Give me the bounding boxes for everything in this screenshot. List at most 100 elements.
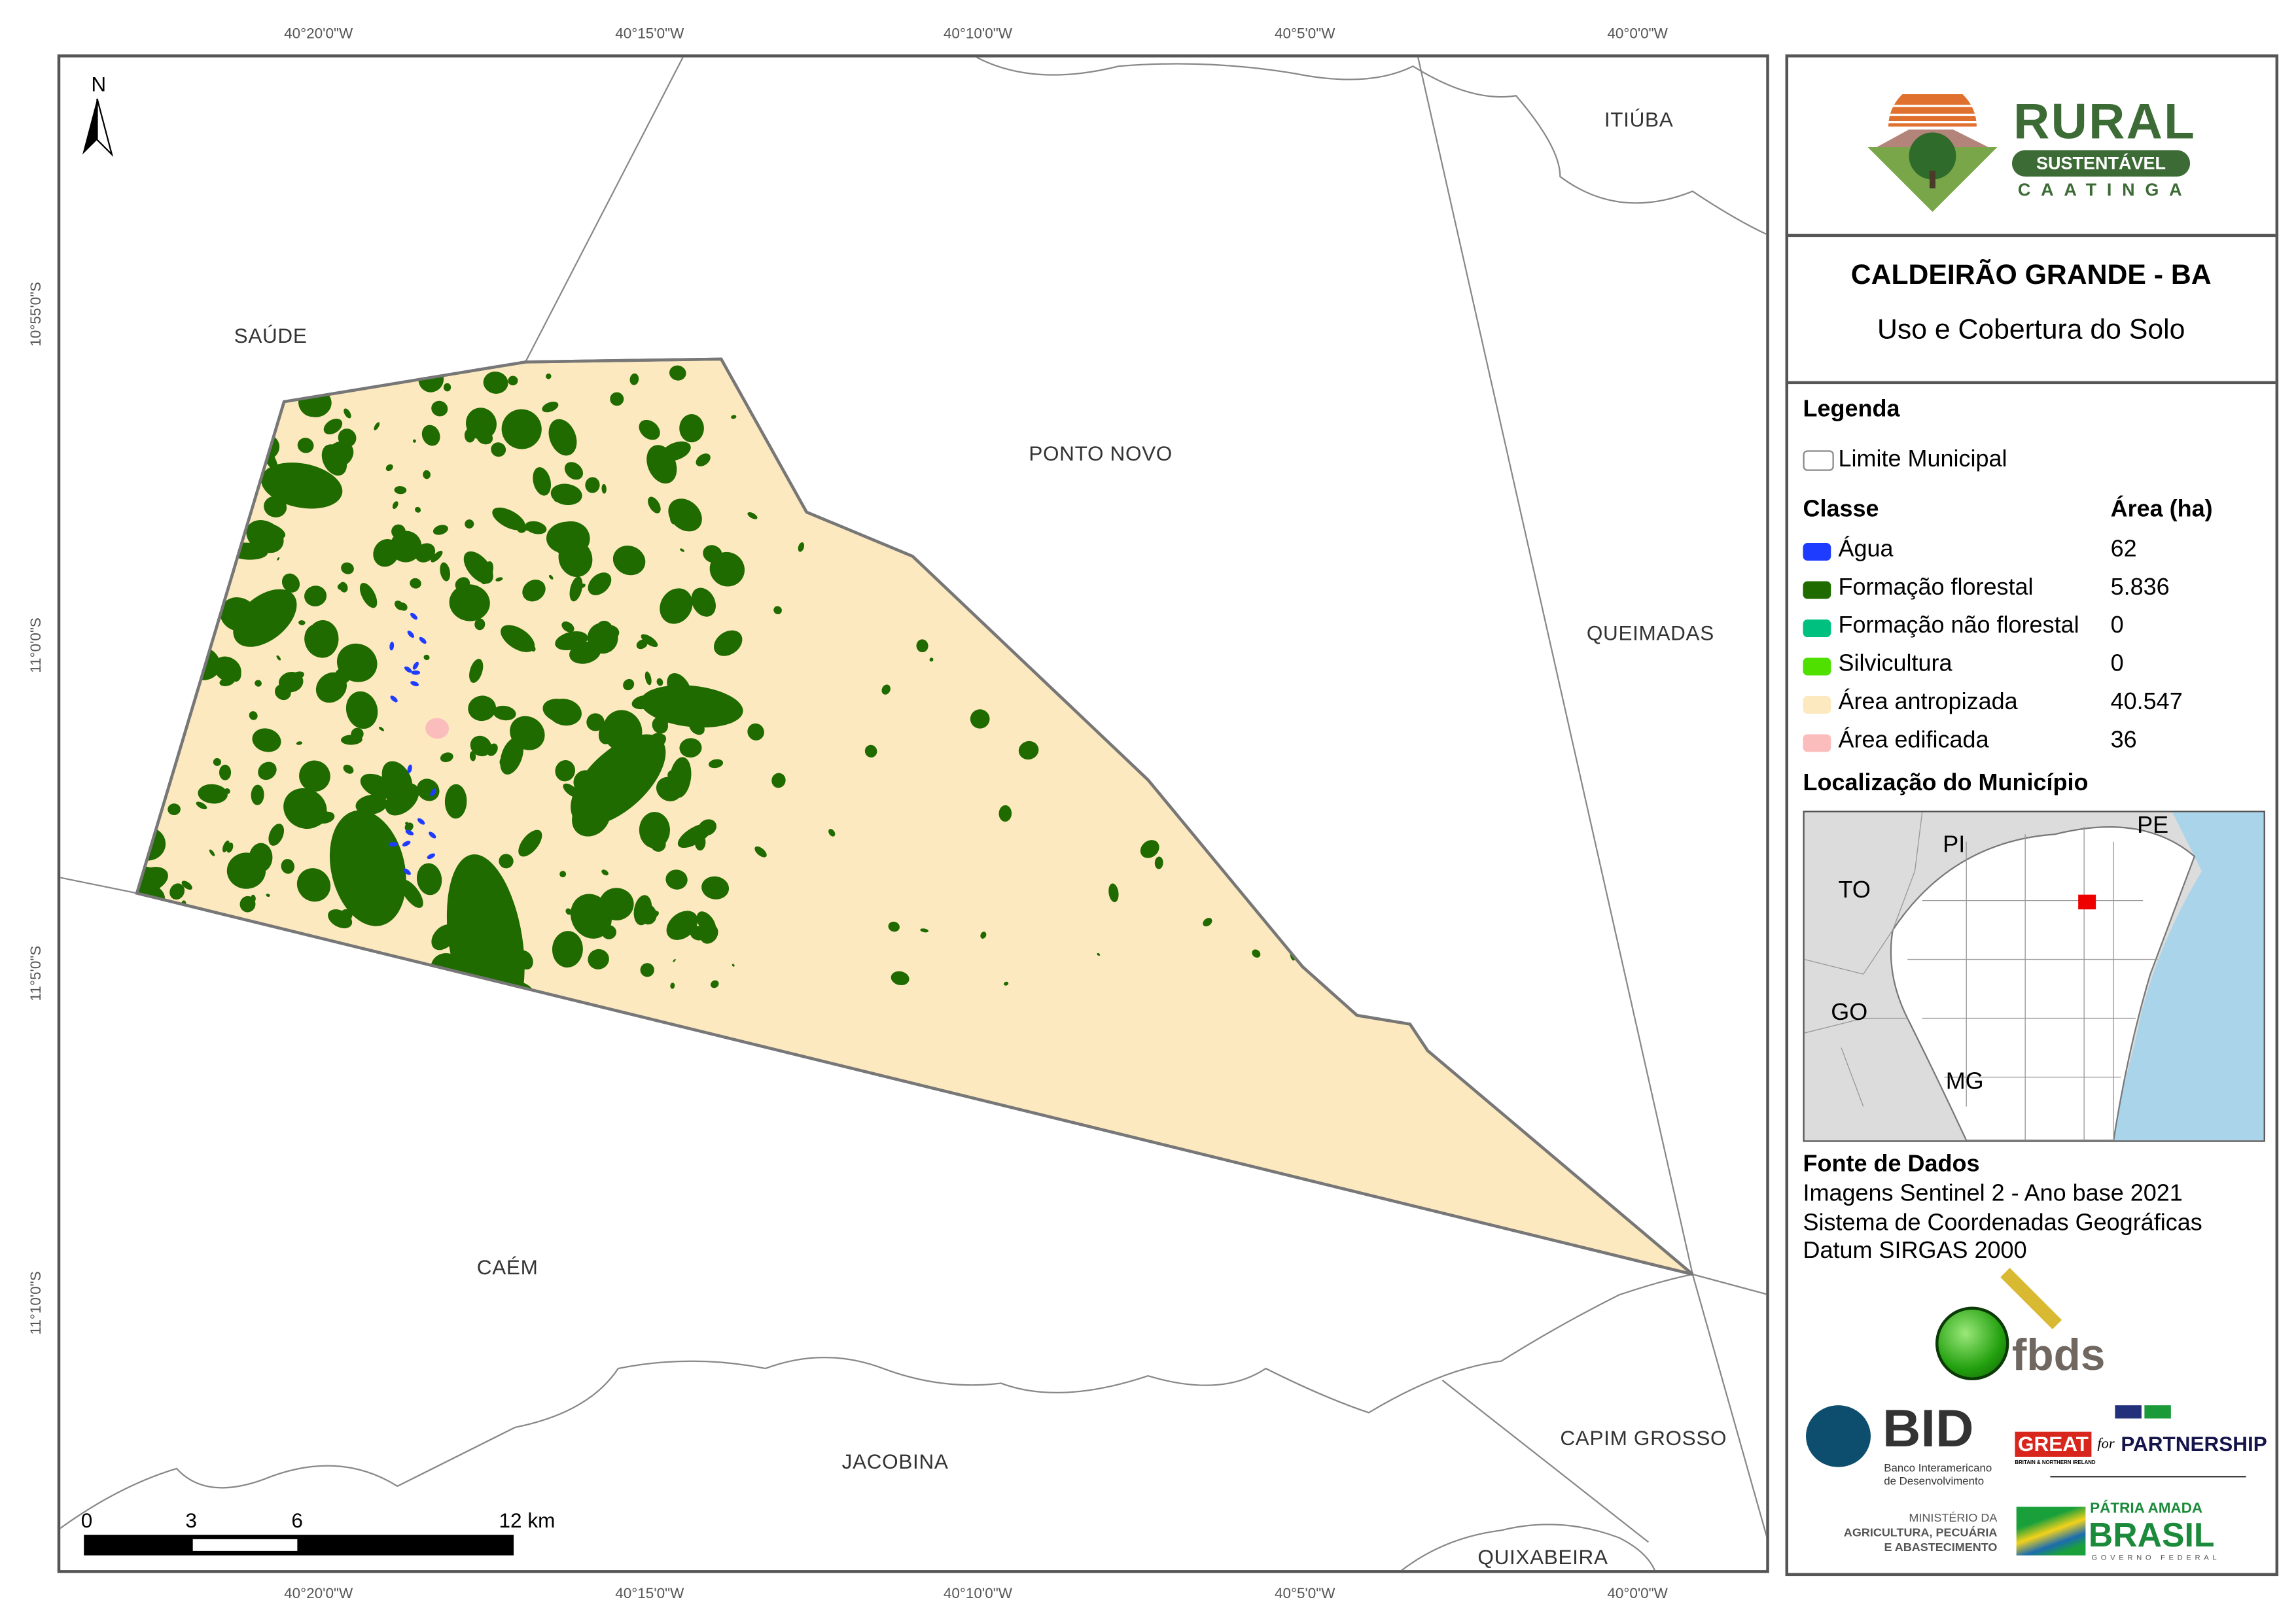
map-frame[interactable]: N 0 3 6 12 km SAÚDE PONTO NOVO ITIÚBA QU… xyxy=(57,54,1769,1573)
forest-patch xyxy=(334,667,350,683)
forest-patch xyxy=(598,887,633,920)
forest-patch xyxy=(998,804,1012,821)
map-title-text: CALDEIRÃO GRANDE - BA xyxy=(1850,260,2212,292)
north-label: N xyxy=(91,72,107,96)
forest-patch xyxy=(236,474,252,493)
forest-patch xyxy=(1487,724,1494,737)
forest-patch xyxy=(167,803,180,814)
forest-patch xyxy=(257,761,276,780)
class-header: Classe xyxy=(1803,497,1879,523)
forest-patch xyxy=(340,561,353,574)
forest-patch xyxy=(1108,882,1118,902)
forest-patch xyxy=(1373,398,1380,410)
forest-patch xyxy=(1127,717,1130,721)
forest-patch xyxy=(192,458,226,487)
forest-patch xyxy=(336,958,370,989)
forest-patch xyxy=(501,408,541,449)
bid-subtitle-line: de Desenvolvimento xyxy=(1884,1474,1985,1488)
forest-patch xyxy=(1251,949,1260,957)
forest-patch xyxy=(1558,973,1567,988)
source-line: Datum SIRGAS 2000 xyxy=(1803,1238,2027,1265)
forest-patch xyxy=(181,360,226,398)
logo-sub: CAATINGA xyxy=(2017,179,2193,200)
top-tick: 40°0'0"W xyxy=(1607,26,1668,43)
forest-patch xyxy=(492,705,516,720)
state-label: PI xyxy=(1943,833,1966,858)
forest-patch xyxy=(679,548,684,551)
forest-patch xyxy=(1559,644,1577,659)
forest-patch xyxy=(1402,405,1419,421)
water-patch xyxy=(410,669,420,674)
forest-patch xyxy=(332,988,366,1012)
forest-patch xyxy=(672,958,675,962)
forest-patch xyxy=(306,619,338,657)
forest-patch xyxy=(422,469,430,479)
place-label: CAPIM GROSSO xyxy=(1560,1425,1727,1450)
bottom-tick: 40°10'0"W xyxy=(943,1586,1012,1603)
forest-patch xyxy=(276,556,279,560)
forest-patch xyxy=(665,869,687,889)
municipality-marker xyxy=(2078,894,2096,910)
forest-patch xyxy=(432,524,448,534)
forest-patch xyxy=(179,477,212,499)
forest-patch xyxy=(1154,856,1163,869)
forest-patch xyxy=(136,689,169,727)
forest-patch xyxy=(586,712,604,731)
forest-patch xyxy=(1139,839,1159,858)
forest-patch xyxy=(165,411,176,422)
forest-patch xyxy=(554,630,588,650)
forest-patch xyxy=(1611,410,1627,427)
top-tick: 40°15'0"W xyxy=(615,26,684,43)
forest-patch xyxy=(389,530,421,562)
forest-patch xyxy=(476,991,501,1013)
water-patch xyxy=(429,788,436,796)
source-line: Sistema de Coordenadas Geográficas xyxy=(1803,1211,2202,1236)
forest-patch xyxy=(318,681,330,698)
forest-patch xyxy=(622,678,634,690)
place-label: QUEIMADAS xyxy=(1586,621,1714,645)
forest-patch xyxy=(297,619,305,625)
water-patch xyxy=(401,840,410,846)
scale-label: 0 xyxy=(80,1508,93,1532)
forest-patch xyxy=(1578,684,1592,698)
forest-patch xyxy=(658,788,666,795)
place-label: CAÉM xyxy=(476,1255,539,1279)
forest-patch xyxy=(469,735,491,756)
built-area xyxy=(424,717,448,739)
forest-patch xyxy=(268,823,283,845)
forest-patch xyxy=(649,835,665,851)
forest-patch xyxy=(171,935,205,966)
forest-patch xyxy=(521,578,545,601)
class-area: 0 xyxy=(2110,613,2124,639)
forest-patch xyxy=(355,794,387,814)
forest-patch xyxy=(587,572,611,595)
forest-patch xyxy=(339,908,352,920)
forest-patch xyxy=(153,682,179,707)
forest-patch xyxy=(468,658,483,682)
forest-patch xyxy=(218,763,230,780)
forest-patch xyxy=(1553,406,1566,423)
forest-patch xyxy=(881,684,890,694)
forest-patch xyxy=(177,968,189,981)
class-label: Área antropizada xyxy=(1838,689,2018,716)
forest-patch xyxy=(548,418,576,455)
place-label: PONTO NOVO xyxy=(1029,441,1173,465)
forest-patch xyxy=(147,517,160,532)
forest-patch xyxy=(1076,571,1085,580)
forest-patch xyxy=(415,778,439,801)
forest-patch xyxy=(679,737,701,757)
forest-patch xyxy=(136,459,147,472)
forest-patch xyxy=(495,576,503,581)
forest-patch xyxy=(542,697,578,723)
forest-patch xyxy=(1583,410,1598,425)
ministerio-line: E ABASTECIMENTO xyxy=(1884,1541,1998,1554)
forest-patch xyxy=(524,520,546,534)
left-tick: 11°0'0"S xyxy=(28,618,45,673)
forest-patch xyxy=(1267,608,1288,632)
forest-patch xyxy=(843,362,863,383)
forest-patch xyxy=(343,408,351,418)
forest-patch xyxy=(431,400,448,416)
place-label: JACOBINA xyxy=(841,1449,949,1473)
forest-patch xyxy=(499,755,512,768)
class-label: Silvicultura xyxy=(1838,652,1952,677)
